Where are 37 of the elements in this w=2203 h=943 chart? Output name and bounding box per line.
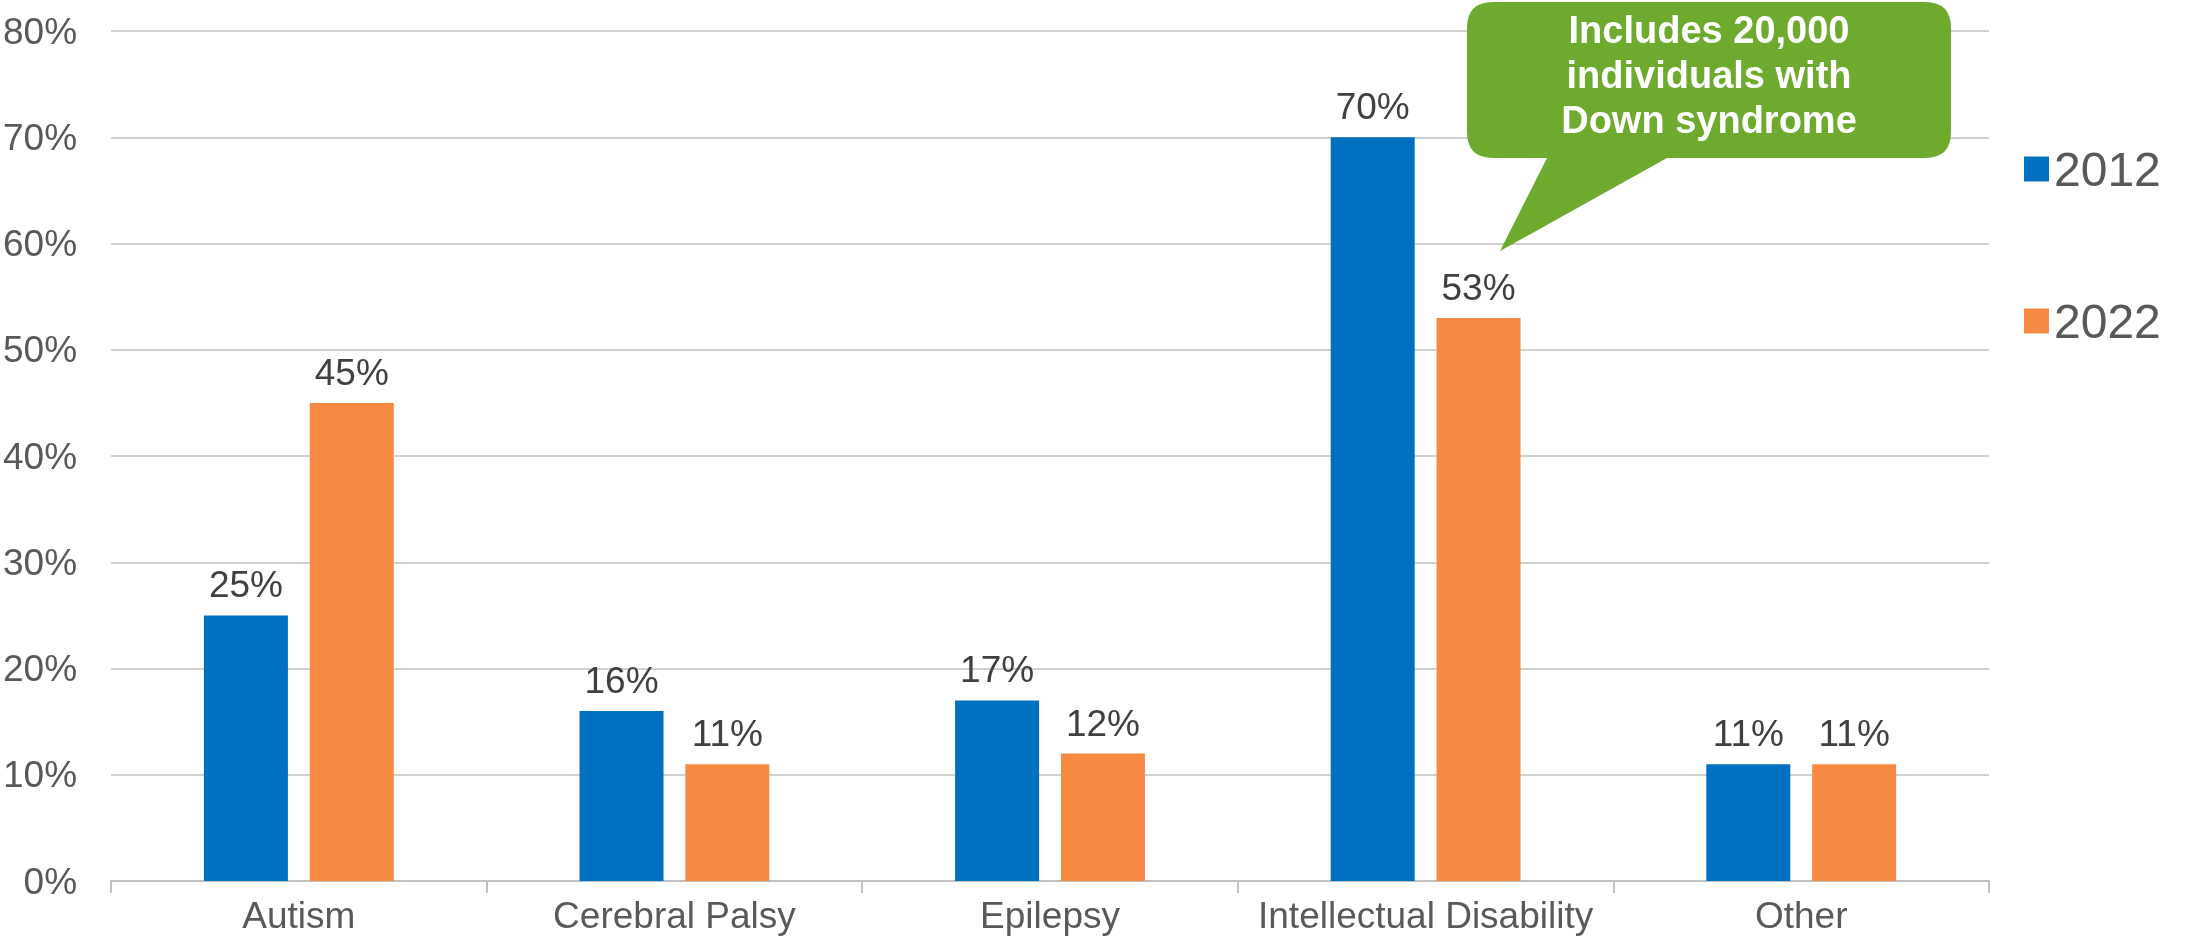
y-tick-label: 80% — [2, 10, 78, 52]
x-tick-label: Autism — [242, 895, 356, 936]
data-label: 45% — [314, 351, 389, 393]
data-label: 70% — [1335, 86, 1410, 128]
x-tick-label: Cerebral Palsy — [553, 895, 797, 936]
data-label: 12% — [1065, 702, 1140, 744]
data-label: 53% — [1441, 266, 1516, 308]
data-label: 11% — [691, 713, 764, 755]
bar — [1706, 764, 1791, 881]
y-tick-label: 0% — [23, 860, 78, 902]
data-label: 11% — [1712, 713, 1784, 755]
bar — [685, 764, 770, 881]
bar — [1330, 137, 1415, 881]
annotation: Includes 20,000 individuals with Down syndrome — [1560, 8, 1858, 143]
x-tick-label: Epilepsy — [980, 895, 1121, 936]
y-tick-label: 50% — [2, 329, 78, 371]
bar — [579, 711, 664, 881]
x-tick-label: Other — [1754, 895, 1848, 936]
legend-label: 2022 — [2054, 294, 2161, 348]
data-label: 17% — [960, 649, 1035, 691]
bar — [955, 700, 1040, 881]
bar — [203, 615, 288, 881]
bar — [1060, 753, 1145, 881]
data-label: 11% — [1818, 713, 1890, 755]
data-label: 16% — [584, 660, 659, 701]
y-tick-label: 20% — [2, 648, 78, 689]
y-tick-label: 10% — [2, 754, 78, 796]
legend-label: 2012 — [2054, 142, 2161, 196]
y-tick-label: 70% — [2, 116, 78, 158]
x-tick-label: Intellectual Disability — [1258, 895, 1594, 936]
bar — [1812, 764, 1897, 881]
bar — [1436, 317, 1521, 881]
y-tick-label: 60% — [2, 223, 78, 264]
y-tick-label: 30% — [2, 541, 78, 583]
bar — [309, 402, 394, 881]
y-tick-label: 40% — [2, 435, 78, 477]
data-label: 25% — [208, 564, 283, 606]
